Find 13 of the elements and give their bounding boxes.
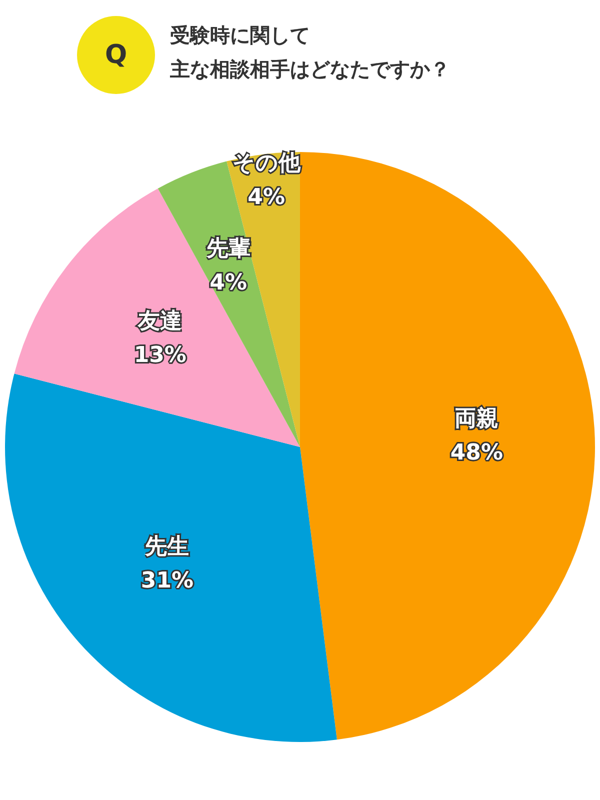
badge-icon: Q: [77, 16, 155, 94]
slice-label: 先生: [144, 534, 190, 560]
data-label: 4%: [210, 270, 248, 296]
chart-subtitle: 主な相談相手はどなたですか？: [169, 57, 450, 81]
slice-label: 両親: [454, 406, 499, 432]
chart-title: 受験時に関して: [170, 23, 310, 47]
data-label: 31%: [140, 568, 194, 594]
slice-label: 先輩: [205, 236, 250, 262]
data-label: 48%: [450, 440, 503, 466]
slice-label: その他: [232, 151, 302, 176]
slice-label: 友達: [137, 309, 182, 334]
data-label: 4%: [248, 185, 286, 210]
data-label: 13%: [134, 343, 186, 368]
